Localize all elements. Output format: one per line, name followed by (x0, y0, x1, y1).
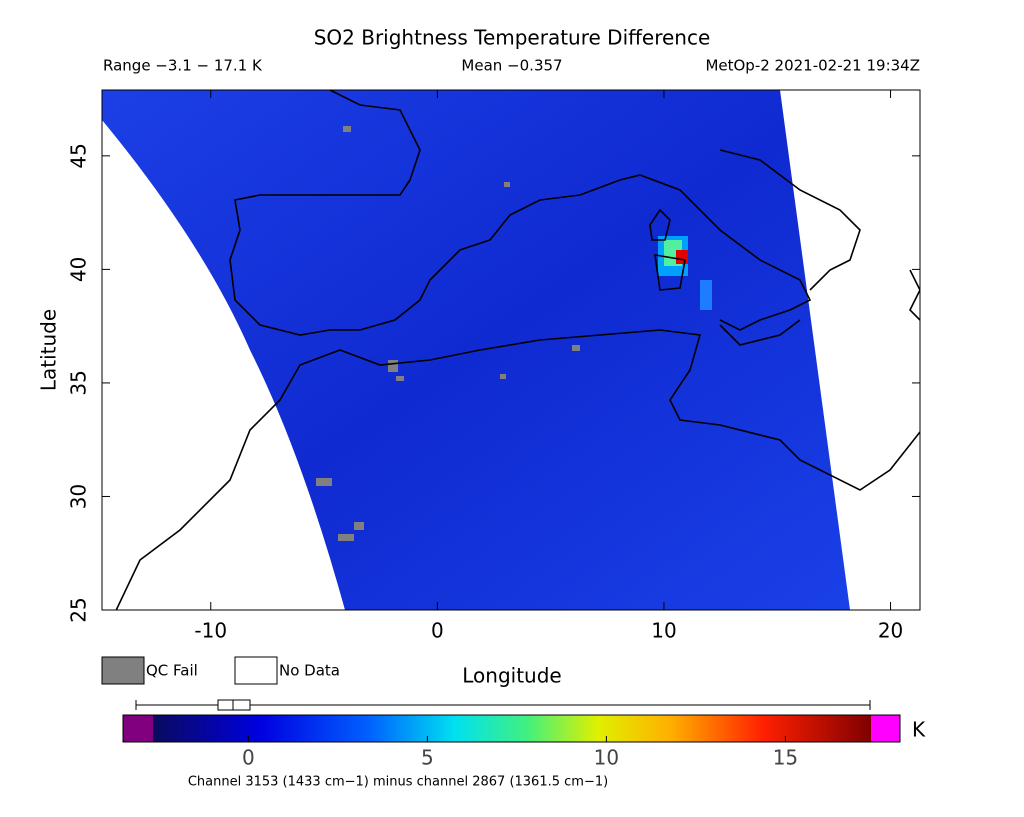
source: MetOp-2 2021-02-21 19:34Z (705, 57, 920, 75)
legend-label: QC Fail (146, 662, 198, 680)
y-tick-label: 45 (67, 143, 91, 168)
colorbar-unit: K (912, 718, 926, 742)
colorbar-over (871, 715, 900, 742)
y-tick-label: 25 (67, 597, 91, 622)
title: SO2 Brightness Temperature Difference (314, 26, 711, 50)
colorbar (153, 715, 871, 742)
map (102, 90, 920, 610)
plume (700, 280, 712, 310)
x-tick-label: 20 (878, 619, 903, 643)
colorbar-tick-label: 10 (594, 746, 619, 770)
x-tick-label: -10 (194, 619, 227, 643)
colorbar-frame (122, 714, 901, 743)
colorbar-tick-label: 15 (773, 746, 798, 770)
y-tick-label: 35 (67, 370, 91, 395)
y-tick-label: 40 (67, 257, 91, 282)
coastlines (115, 90, 920, 610)
y-tick-label: 30 (67, 484, 91, 509)
x-tick-label: 10 (651, 619, 676, 643)
plot-frame (101, 89, 921, 611)
x-tick-label: 0 (431, 619, 444, 643)
footnote: Channel 3153 (1433 cm−1) minus channel 2… (188, 775, 608, 790)
legend-label: No Data (279, 662, 340, 680)
x-axis-label: Longitude (462, 664, 561, 688)
colorbar-tick-label: 0 (242, 746, 255, 770)
y-axis-label: Latitude (37, 309, 61, 391)
colorbar-tick-label: 5 (421, 746, 434, 770)
qc-fail-pixels (316, 126, 580, 541)
legend-swatch (101, 656, 145, 685)
plume (676, 250, 688, 264)
distribution-box (135, 699, 871, 711)
range: Range −3.1 − 17.1 K (103, 57, 263, 75)
mean: Mean −0.357 (461, 57, 562, 75)
legend-swatch (234, 656, 278, 685)
colorbar-under (123, 715, 153, 742)
